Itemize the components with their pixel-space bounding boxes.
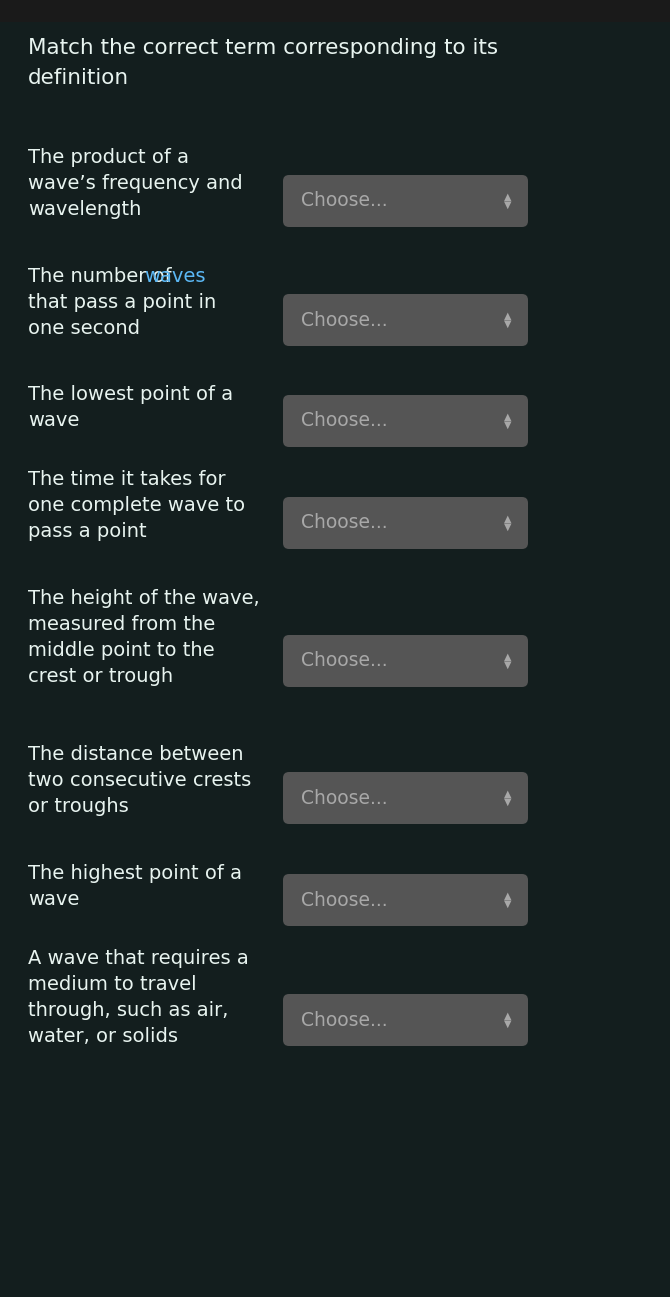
Text: medium to travel: medium to travel	[28, 975, 196, 994]
Text: crest or trough: crest or trough	[28, 667, 173, 686]
FancyBboxPatch shape	[283, 874, 528, 926]
Text: through, such as air,: through, such as air,	[28, 1001, 228, 1019]
FancyBboxPatch shape	[283, 294, 528, 346]
Text: middle point to the: middle point to the	[28, 641, 214, 660]
Text: ▲
▼: ▲ ▼	[505, 1010, 512, 1030]
Text: or troughs: or troughs	[28, 796, 129, 816]
Text: The highest point of a: The highest point of a	[28, 864, 242, 883]
Text: ▲
▼: ▲ ▼	[505, 311, 512, 329]
Text: ▲
▼: ▲ ▼	[505, 652, 512, 671]
Text: ▲
▼: ▲ ▼	[505, 514, 512, 532]
FancyBboxPatch shape	[283, 636, 528, 687]
Text: Match the correct term corresponding to its: Match the correct term corresponding to …	[28, 38, 498, 58]
Text: wave’s frequency and: wave’s frequency and	[28, 174, 243, 193]
Text: Choose...: Choose...	[301, 1010, 388, 1030]
Text: The number of: The number of	[28, 267, 178, 287]
Text: Choose...: Choose...	[301, 411, 388, 431]
Text: ▲
▼: ▲ ▼	[505, 789, 512, 807]
Text: wave: wave	[28, 411, 79, 431]
Text: A wave that requires a: A wave that requires a	[28, 949, 249, 968]
Text: Choose...: Choose...	[301, 514, 388, 533]
Text: wave: wave	[28, 890, 79, 909]
Text: ▲
▼: ▲ ▼	[505, 192, 512, 210]
Text: ▲
▼: ▲ ▼	[505, 412, 512, 431]
Text: Choose...: Choose...	[301, 651, 388, 671]
Text: The height of the wave,: The height of the wave,	[28, 589, 260, 608]
FancyBboxPatch shape	[283, 994, 528, 1045]
Text: water, or solids: water, or solids	[28, 1027, 178, 1045]
Text: The lowest point of a: The lowest point of a	[28, 385, 233, 403]
Text: The product of a: The product of a	[28, 148, 189, 167]
Text: Choose...: Choose...	[301, 891, 388, 909]
Text: wavelength: wavelength	[28, 200, 141, 219]
Text: ▲
▼: ▲ ▼	[505, 891, 512, 909]
Text: The time it takes for: The time it takes for	[28, 470, 226, 489]
FancyBboxPatch shape	[283, 175, 528, 227]
FancyBboxPatch shape	[0, 0, 670, 22]
Text: The distance between: The distance between	[28, 744, 243, 764]
Text: pass a point: pass a point	[28, 521, 147, 541]
Text: that pass a point in: that pass a point in	[28, 293, 216, 313]
Text: definition: definition	[28, 67, 129, 88]
Text: Choose...: Choose...	[301, 192, 388, 210]
Text: two consecutive crests: two consecutive crests	[28, 770, 251, 790]
FancyBboxPatch shape	[283, 772, 528, 824]
FancyBboxPatch shape	[283, 497, 528, 549]
Text: measured from the: measured from the	[28, 615, 215, 634]
FancyBboxPatch shape	[283, 396, 528, 447]
Text: waves: waves	[144, 267, 206, 287]
Text: one complete wave to: one complete wave to	[28, 495, 245, 515]
Text: Choose...: Choose...	[301, 310, 388, 329]
Text: one second: one second	[28, 319, 140, 339]
Text: Choose...: Choose...	[301, 789, 388, 808]
